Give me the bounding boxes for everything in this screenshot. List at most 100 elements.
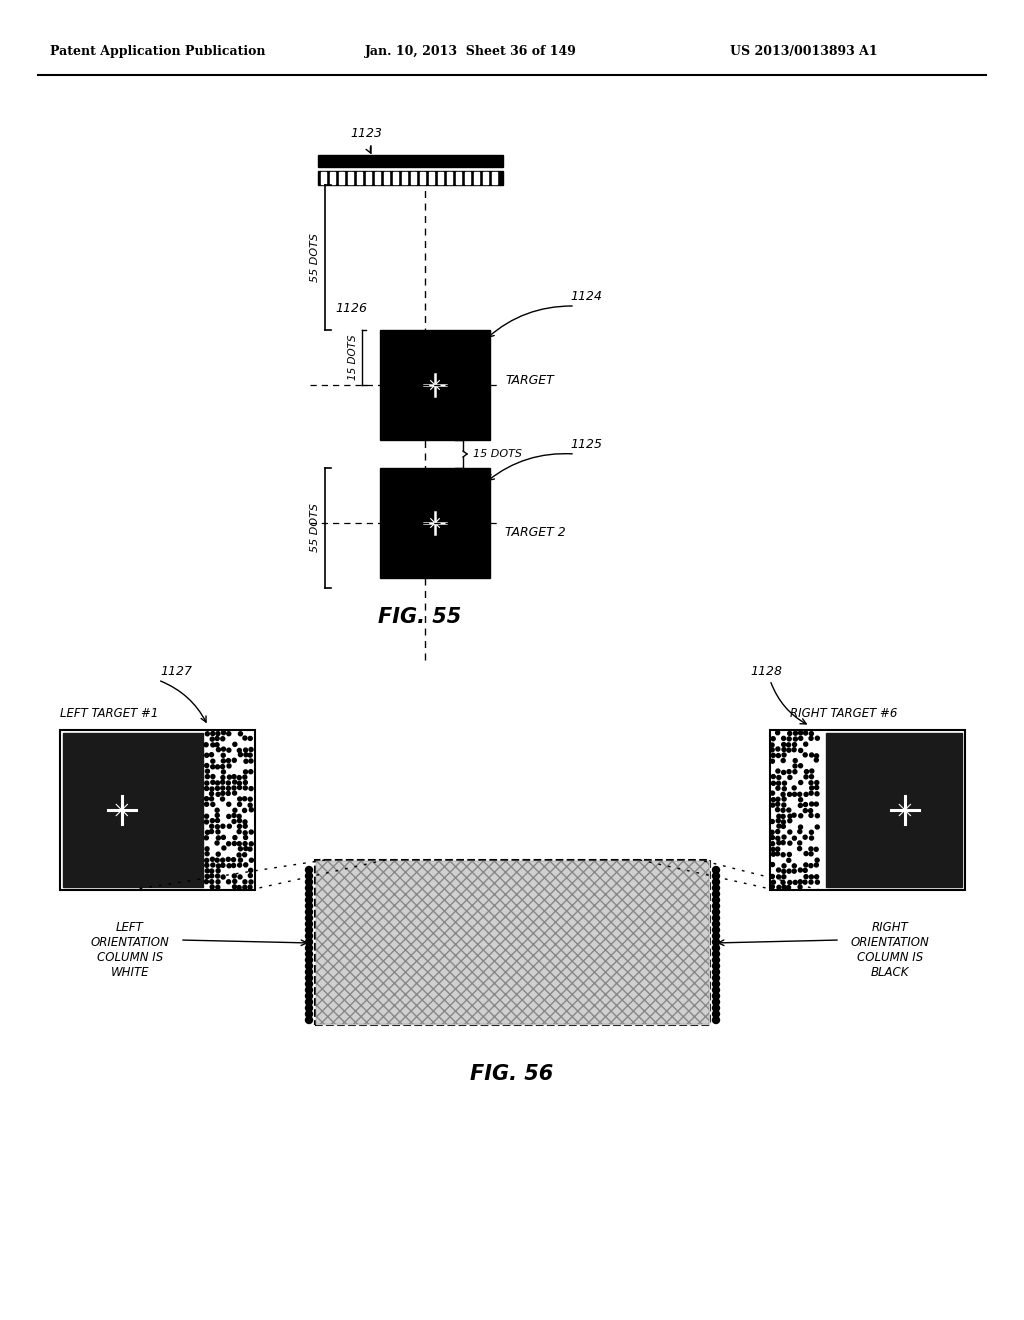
Text: 1127: 1127 [160,665,193,678]
Circle shape [238,785,242,789]
Circle shape [244,748,248,752]
Bar [402,172,407,183]
Circle shape [244,863,248,867]
Circle shape [205,879,208,883]
Circle shape [221,770,225,774]
Circle shape [794,731,798,735]
Circle shape [794,880,798,884]
Circle shape [776,829,779,833]
Circle shape [781,880,785,884]
Circle shape [215,781,219,785]
Circle shape [776,869,780,873]
Circle shape [776,781,780,785]
Circle shape [809,880,813,884]
Circle shape [216,731,220,735]
Circle shape [305,920,312,928]
Circle shape [803,836,807,840]
Circle shape [713,962,720,969]
Circle shape [305,981,312,987]
Circle shape [770,820,774,824]
Circle shape [244,785,247,789]
Circle shape [713,993,720,999]
Circle shape [232,879,237,883]
Circle shape [215,825,219,829]
Circle shape [713,873,720,879]
Circle shape [248,803,252,808]
Circle shape [205,820,209,824]
Circle shape [771,775,775,779]
Circle shape [713,884,720,891]
Circle shape [243,842,247,846]
Circle shape [210,829,214,833]
Circle shape [211,731,215,735]
Circle shape [787,869,792,873]
Circle shape [793,785,797,789]
Text: 55 DOTS: 55 DOTS [310,234,319,282]
Circle shape [305,974,312,982]
Circle shape [777,841,781,845]
Bar [330,172,335,183]
Circle shape [221,836,225,840]
Bar [315,861,710,1026]
Circle shape [215,764,219,768]
Circle shape [215,743,219,747]
Circle shape [809,809,813,813]
Circle shape [232,820,237,824]
Circle shape [815,825,819,829]
Circle shape [713,879,720,886]
Circle shape [770,759,774,763]
Circle shape [713,932,720,940]
Circle shape [243,824,247,828]
Text: RIGHT TARGET #6: RIGHT TARGET #6 [790,708,897,719]
Circle shape [805,770,809,774]
Circle shape [248,737,252,741]
Circle shape [793,863,797,867]
Circle shape [770,791,774,795]
Circle shape [232,785,236,789]
Bar [420,172,425,183]
Circle shape [222,846,226,850]
Circle shape [232,775,237,779]
Circle shape [810,836,813,840]
Circle shape [216,874,219,878]
Circle shape [798,841,802,845]
Circle shape [226,842,230,846]
Circle shape [210,797,214,801]
Circle shape [249,880,253,884]
Circle shape [713,998,720,1006]
Circle shape [815,813,819,817]
Circle shape [238,863,242,867]
Circle shape [216,792,220,796]
Circle shape [238,853,241,857]
Circle shape [810,770,814,774]
Circle shape [804,792,808,796]
Circle shape [249,842,253,846]
Circle shape [243,808,247,812]
Circle shape [781,743,785,747]
Circle shape [815,875,818,879]
Circle shape [793,792,797,796]
Circle shape [205,863,209,867]
Circle shape [232,791,237,795]
Circle shape [249,770,253,774]
Circle shape [305,932,312,940]
Circle shape [787,731,792,735]
Circle shape [238,875,242,879]
Circle shape [713,1011,720,1018]
Circle shape [305,873,312,879]
Circle shape [305,1011,312,1018]
Circle shape [782,752,786,756]
Circle shape [248,886,252,890]
Circle shape [804,863,808,867]
Circle shape [809,737,813,741]
Circle shape [238,781,242,785]
Circle shape [215,808,219,812]
Circle shape [210,737,214,741]
Circle shape [810,785,814,789]
Circle shape [211,775,215,779]
Bar [438,172,443,183]
Circle shape [210,869,214,873]
Circle shape [305,986,312,994]
Circle shape [787,818,792,822]
Circle shape [232,842,237,846]
